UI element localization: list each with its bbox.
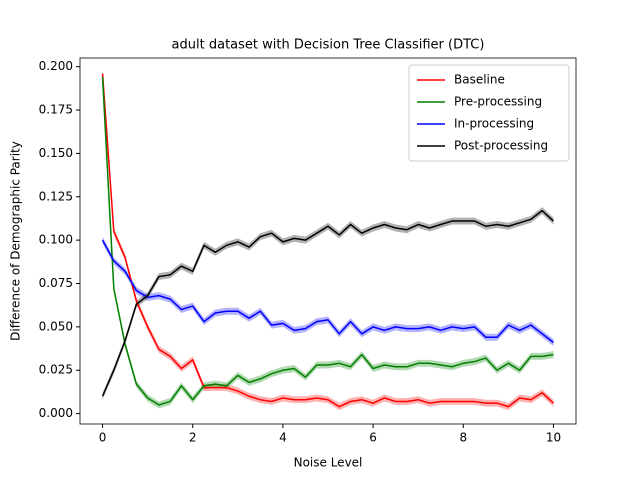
x-tick-label: 2 <box>189 431 197 445</box>
y-tick-label: 0.025 <box>39 363 73 377</box>
x-tick-label: 6 <box>369 431 377 445</box>
y-tick-label: 0.050 <box>39 319 73 333</box>
y-tick-label: 0.000 <box>39 406 73 420</box>
plot-frame <box>79 57 577 425</box>
x-tick-label: 8 <box>459 431 467 445</box>
series-line <box>101 73 554 408</box>
y-tick-label: 0.075 <box>39 276 73 290</box>
y-tick-label: 0.125 <box>39 189 73 203</box>
legend-label: Baseline <box>454 73 505 87</box>
y-tick-label: 0.175 <box>39 103 73 117</box>
y-tick-label: 0.150 <box>39 146 73 160</box>
chart-title: adult dataset with Decision Tree Classif… <box>172 38 485 53</box>
y-tick-label: 0.200 <box>39 59 73 73</box>
x-tick-label: 10 <box>546 431 561 445</box>
series-line <box>101 209 554 397</box>
x-axis-label: Noise Level <box>294 456 363 470</box>
x-tick-label: 0 <box>99 431 107 445</box>
legend-label: Pre-processing <box>454 95 542 109</box>
x-tick-label: 4 <box>279 431 287 445</box>
y-tick-label: 0.100 <box>39 233 73 247</box>
y-axis-label: Difference of Demographic Parity <box>9 141 23 341</box>
legend-label: Post-processing <box>454 139 548 153</box>
series-line <box>101 239 554 344</box>
legend-box <box>408 64 570 162</box>
error-band <box>102 207 554 400</box>
legend-label: In-processing <box>454 117 534 131</box>
series-line <box>101 77 554 406</box>
